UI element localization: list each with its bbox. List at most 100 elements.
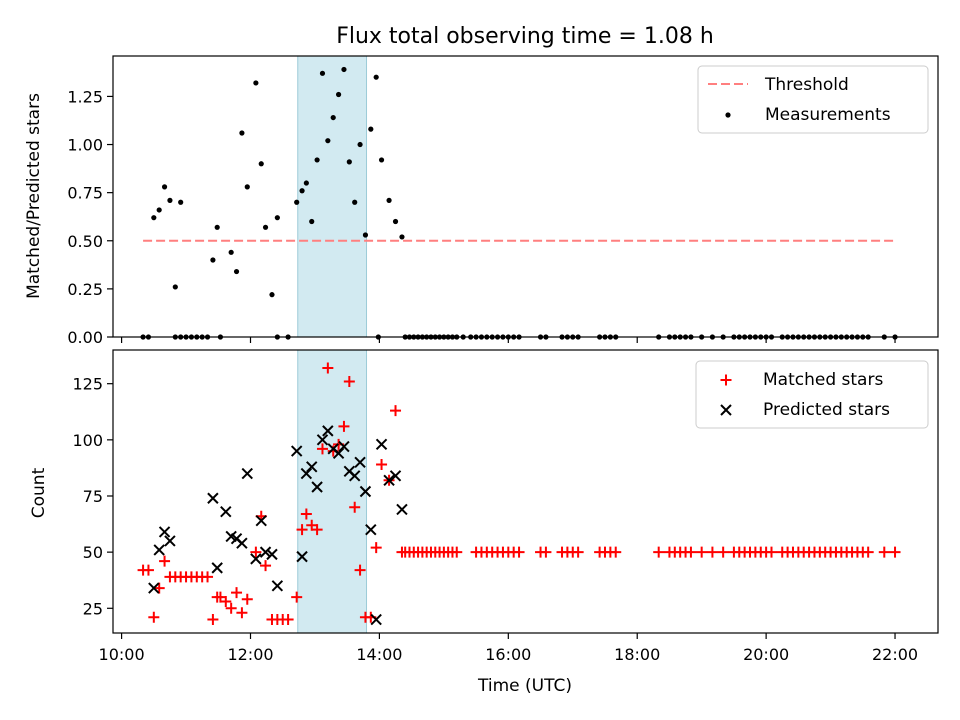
matched-star-point <box>610 546 622 558</box>
matched-star-point <box>451 546 463 558</box>
predicted-star-point <box>306 461 318 473</box>
measurement-point <box>368 126 374 132</box>
x-tick-label: 18:00 <box>614 645 660 664</box>
y-tick-label: 125 <box>72 375 103 394</box>
x-tick-label: 10:00 <box>99 645 145 664</box>
matched-star-point <box>343 375 355 387</box>
measurement-point <box>239 130 245 136</box>
measurement-point <box>274 215 280 221</box>
measurement-point <box>335 91 342 98</box>
measurement-point <box>151 215 157 221</box>
matched-star-point <box>889 546 901 558</box>
matched-star-point <box>282 614 294 626</box>
matched-star-point <box>685 546 697 558</box>
ratio-y-axis-label: Matched/Predicted stars <box>24 93 44 299</box>
matched-star-point <box>142 564 154 576</box>
measurement-point <box>386 197 392 203</box>
matched-star-point <box>236 607 248 619</box>
measurement-point <box>341 66 347 73</box>
y-tick-label: 0.50 <box>67 232 103 251</box>
matched-star-point <box>316 443 328 455</box>
measurement-point <box>178 199 184 205</box>
matched-star-point <box>260 560 272 572</box>
matched-star-point <box>540 546 552 558</box>
measurement-point <box>167 197 173 203</box>
matched-star-point <box>862 546 874 558</box>
x-tick-label: 16:00 <box>485 645 531 664</box>
predicted-star-point <box>148 582 160 594</box>
measurement-point <box>330 114 336 121</box>
legend-measurements-label: Measurements <box>765 105 891 125</box>
measurement-point <box>399 234 405 240</box>
matched-star-point <box>717 546 729 558</box>
measurement-point <box>357 141 363 148</box>
measurement-point <box>319 70 326 76</box>
predicted-star-point <box>259 546 272 558</box>
observing-window-span <box>297 55 368 338</box>
y-tick-label: 1.25 <box>67 87 103 106</box>
measurement-point <box>346 159 352 165</box>
predicted-star-point <box>375 438 388 451</box>
measurement-point <box>378 157 385 163</box>
predicted-star-point <box>236 537 248 549</box>
measurement-point <box>325 138 331 144</box>
measurement-point <box>258 161 264 167</box>
measurement-point <box>309 218 315 225</box>
predicted-star-point <box>220 506 232 518</box>
matched-star-point <box>202 571 214 583</box>
matched-star-point <box>878 546 890 558</box>
x-tick-label: 14:00 <box>356 645 402 664</box>
legend-predicted-swatch <box>720 404 732 416</box>
y-tick-label: 100 <box>72 431 103 450</box>
matched-star-point <box>159 555 171 567</box>
legend-box <box>697 65 929 134</box>
matched-star-point <box>572 546 584 558</box>
matched-star-point <box>765 546 777 558</box>
count-plot-frame <box>112 349 939 634</box>
measurement-point <box>156 207 162 213</box>
predicted-star-point <box>296 550 308 563</box>
predicted-star-point <box>389 470 402 482</box>
measurement-point <box>244 184 250 190</box>
predicted-star-point <box>266 548 278 561</box>
y-tick-label: 25 <box>83 599 103 618</box>
legend-matched-label: Matched stars <box>763 370 883 390</box>
measurement-point <box>233 268 240 275</box>
measurement-point <box>362 232 369 238</box>
matched-star-point <box>296 524 308 536</box>
predicted-star-point <box>153 544 165 556</box>
predicted-star-point <box>290 445 303 457</box>
matched-star-point <box>696 546 708 558</box>
measurement-point <box>352 199 358 205</box>
y-tick-label: 0.75 <box>67 184 103 203</box>
matched-star-point <box>513 546 525 558</box>
predicted-star-point <box>241 467 253 480</box>
y-tick-label: 75 <box>83 487 103 506</box>
measurement-point <box>253 80 259 86</box>
predicted-star-point <box>255 514 267 527</box>
count-y-axis-label: Count <box>29 467 49 518</box>
measurement-point <box>172 284 178 290</box>
measurement-point <box>373 74 379 80</box>
predicted-star-point <box>365 523 377 536</box>
matched-star-point <box>220 596 232 608</box>
matched-star-point <box>349 501 361 513</box>
measurement-point <box>262 224 269 230</box>
measurement-point <box>303 180 309 186</box>
matched-star-point <box>322 362 334 374</box>
measurement-point <box>210 257 216 263</box>
ratio-plot-frame <box>112 55 939 338</box>
predicted-star-point <box>316 434 329 446</box>
measurement-point <box>314 157 320 163</box>
matched-star-point <box>354 564 366 576</box>
legend-predicted-label: Predicted stars <box>763 400 890 420</box>
ratio-panel: 0.00 0.25 0.50 0.75 1.00 1.25 Matched/Predict… <box>24 55 939 347</box>
matched-star-point <box>225 602 237 614</box>
predicted-star-point <box>250 553 262 565</box>
x-tick-label: 20:00 <box>743 645 789 664</box>
matched-star-point <box>376 459 388 471</box>
predicted-star-point <box>164 535 176 547</box>
predicted-star-point <box>211 562 223 574</box>
predicted-star-point <box>370 613 382 626</box>
measurement-point <box>392 218 399 225</box>
